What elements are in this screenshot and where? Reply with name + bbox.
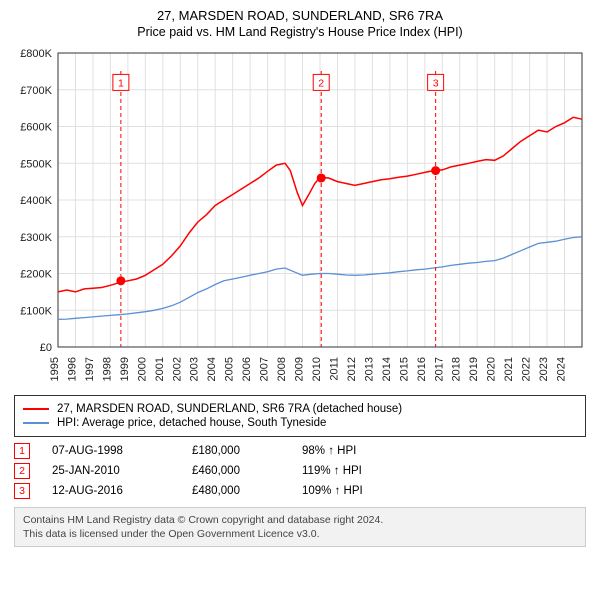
line-chart: £0 £100K £200K £300K £400K £500K £600K £700K £80… [10, 47, 590, 387]
footnote: Contains HM Land Registry data © Crown c… [14, 507, 586, 547]
event-row: 3 12-AUG-2016£480,000109% ↑ HPI [14, 483, 586, 499]
svg-text:2024: 2024 [556, 357, 568, 381]
svg-text:1998: 1998 [101, 357, 113, 381]
svg-text:£600K: £600K [20, 122, 52, 134]
svg-text:£200K: £200K [20, 269, 52, 281]
event-number: 2 [14, 463, 30, 479]
svg-text:2015: 2015 [398, 357, 410, 381]
event-date: 12-AUG-2016 [52, 485, 192, 497]
chart-subtitle: Price paid vs. HM Land Registry's House … [10, 25, 590, 39]
svg-text:1996: 1996 [66, 357, 78, 381]
event-pct: 98% ↑ HPI [302, 445, 422, 457]
svg-text:2003: 2003 [189, 357, 201, 381]
svg-text:2023: 2023 [538, 357, 550, 381]
svg-text:2010: 2010 [311, 357, 323, 381]
svg-text:2022: 2022 [521, 357, 533, 381]
svg-text:2009: 2009 [294, 357, 306, 381]
event-number: 3 [14, 483, 30, 499]
svg-text:2007: 2007 [259, 357, 271, 381]
svg-text:1995: 1995 [49, 357, 61, 381]
svg-text:£100K: £100K [20, 305, 52, 317]
legend: 27, MARSDEN ROAD, SUNDERLAND, SR6 7RA (d… [14, 395, 586, 437]
svg-text:2005: 2005 [224, 357, 236, 381]
event-row: 2 25-JAN-2010£460,000119% ↑ HPI [14, 463, 586, 479]
svg-text:£800K: £800K [20, 48, 52, 60]
legend-label: HPI: Average price, detached house, Sout… [57, 417, 326, 429]
svg-text:3: 3 [433, 77, 439, 89]
chart-title: 27, MARSDEN ROAD, SUNDERLAND, SR6 7RA [10, 8, 590, 23]
svg-text:2018: 2018 [451, 357, 463, 381]
events-table: 1 07-AUG-1998£180,00098% ↑ HPI 2 25-JAN-201… [14, 443, 586, 499]
svg-text:2016: 2016 [416, 357, 428, 381]
legend-swatch [23, 422, 49, 424]
svg-text:£500K: £500K [20, 158, 52, 170]
svg-text:2017: 2017 [433, 357, 445, 381]
svg-text:£400K: £400K [20, 195, 52, 207]
svg-text:2020: 2020 [486, 357, 498, 381]
event-number: 1 [14, 443, 30, 459]
svg-text:2000: 2000 [136, 357, 148, 381]
event-price: £460,000 [192, 465, 302, 477]
legend-item: 27, MARSDEN ROAD, SUNDERLAND, SR6 7RA (d… [23, 403, 577, 415]
footnote-line: This data is licensed under the Open Gov… [23, 527, 577, 541]
svg-text:2019: 2019 [468, 357, 480, 381]
event-price: £180,000 [192, 445, 302, 457]
svg-text:£300K: £300K [20, 232, 52, 244]
svg-text:2: 2 [318, 77, 324, 89]
svg-text:2013: 2013 [363, 357, 375, 381]
svg-text:£0: £0 [40, 342, 52, 354]
event-pct: 109% ↑ HPI [302, 485, 422, 497]
event-date: 07-AUG-1998 [52, 445, 192, 457]
svg-text:2014: 2014 [381, 357, 393, 381]
chart-area: £0 £100K £200K £300K £400K £500K £600K £700K £80… [10, 47, 590, 387]
svg-text:2001: 2001 [154, 357, 166, 381]
event-date: 25-JAN-2010 [52, 465, 192, 477]
svg-text:£700K: £700K [20, 85, 52, 97]
legend-label: 27, MARSDEN ROAD, SUNDERLAND, SR6 7RA (d… [57, 403, 402, 415]
legend-item: HPI: Average price, detached house, Sout… [23, 417, 577, 429]
svg-text:2011: 2011 [328, 357, 340, 381]
svg-text:2012: 2012 [346, 357, 358, 381]
event-pct: 119% ↑ HPI [302, 465, 422, 477]
svg-text:1: 1 [118, 77, 124, 89]
svg-text:2008: 2008 [276, 357, 288, 381]
svg-text:2021: 2021 [503, 357, 515, 381]
event-price: £480,000 [192, 485, 302, 497]
svg-text:2002: 2002 [171, 357, 183, 381]
svg-text:2006: 2006 [241, 357, 253, 381]
legend-swatch [23, 408, 49, 410]
svg-text:1997: 1997 [84, 357, 96, 381]
event-row: 1 07-AUG-1998£180,00098% ↑ HPI [14, 443, 586, 459]
svg-text:1999: 1999 [119, 357, 131, 381]
svg-text:2004: 2004 [206, 357, 218, 381]
footnote-line: Contains HM Land Registry data © Crown c… [23, 513, 577, 527]
